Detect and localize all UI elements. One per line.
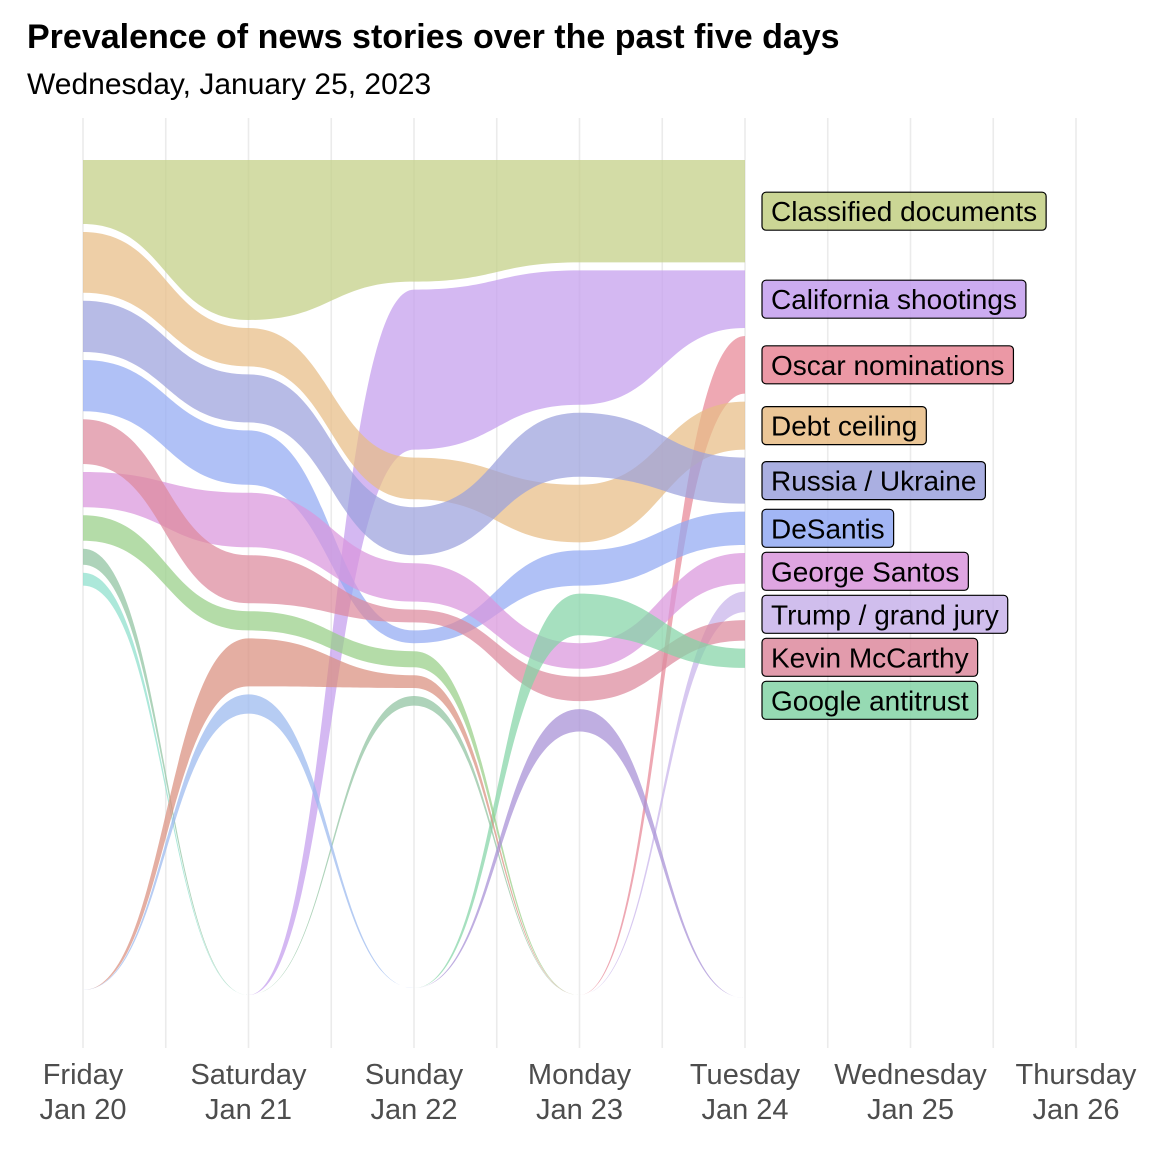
label-box (761, 508, 895, 548)
chart-subtitle: Wednesday, January 25, 2023 (27, 68, 432, 101)
label-box (761, 406, 927, 446)
story-labels: Classified documents California shootings… (761, 191, 1047, 720)
x-tick-date: Jan 25 (867, 1094, 954, 1126)
label-text: Google antitrust (771, 685, 969, 716)
label-kevin-mccarthy: Kevin McCarthy (761, 637, 979, 677)
label-text: Classified documents (771, 196, 1037, 227)
label-oscar-nominations: Oscar nominations (761, 345, 1015, 385)
x-tick-date: Jan 22 (370, 1094, 457, 1126)
label-text: Kevin McCarthy (771, 642, 969, 673)
band-classified-documents (83, 160, 745, 320)
label-george-santos: George Santos (761, 551, 969, 591)
chart-title: Prevalence of news stories over the past… (27, 18, 840, 56)
x-tick-day: Wednesday (834, 1059, 987, 1091)
label-google-antitrust: Google antitrust (761, 680, 979, 720)
band-debt-ceiling (83, 232, 745, 543)
label-box (761, 461, 987, 501)
band-kevin-mccarthy (83, 419, 745, 702)
label-box (761, 551, 969, 591)
label-text: Russia / Ukraine (771, 466, 976, 497)
band-russia-ukraine (83, 300, 745, 556)
band-california-shootings (83, 270, 745, 995)
label-text: Debt ceiling (771, 411, 917, 442)
label-debt-ceiling: Debt ceiling (761, 406, 927, 446)
label-text: George Santos (771, 556, 959, 587)
x-tick-date: Jan 26 (1032, 1094, 1119, 1126)
label-box (761, 345, 1015, 385)
band-story-10 (83, 515, 745, 998)
label-trump-grand-jury: Trump / grand jury (761, 594, 1009, 634)
x-tick-date: Jan 23 (536, 1094, 623, 1126)
label-box (761, 191, 1047, 231)
x-tick-day: Monday (528, 1059, 632, 1091)
label-box (761, 279, 1027, 319)
x-tick-date: Jan 21 (205, 1094, 292, 1126)
band-george-santos (83, 472, 745, 669)
label-desantis: DeSantis (761, 508, 895, 548)
band-desantis (83, 360, 745, 644)
story-bands (83, 160, 745, 998)
x-tick-day: Tuesday (690, 1059, 801, 1091)
x-tick-date: Jan 24 (701, 1094, 788, 1126)
x-tick-day: Thursday (1016, 1059, 1137, 1091)
label-text: DeSantis (771, 513, 885, 544)
label-text: California shootings (771, 284, 1017, 315)
label-box (761, 594, 1009, 634)
label-california-shootings: California shootings (761, 279, 1027, 319)
x-tick-day: Saturday (190, 1059, 307, 1091)
label-text: Trump / grand jury (771, 599, 999, 630)
label-text: Oscar nominations (771, 350, 1004, 381)
label-box (761, 637, 979, 677)
x-tick-day: Sunday (365, 1059, 464, 1091)
label-russia-ukraine: Russia / Ukraine (761, 461, 987, 501)
band-google-antitrust (83, 593, 745, 995)
label-classified-documents: Classified documents (761, 191, 1047, 231)
x-tick-day: Friday (43, 1059, 124, 1091)
label-box (761, 680, 979, 720)
x-tick-date: Jan 20 (39, 1094, 126, 1126)
